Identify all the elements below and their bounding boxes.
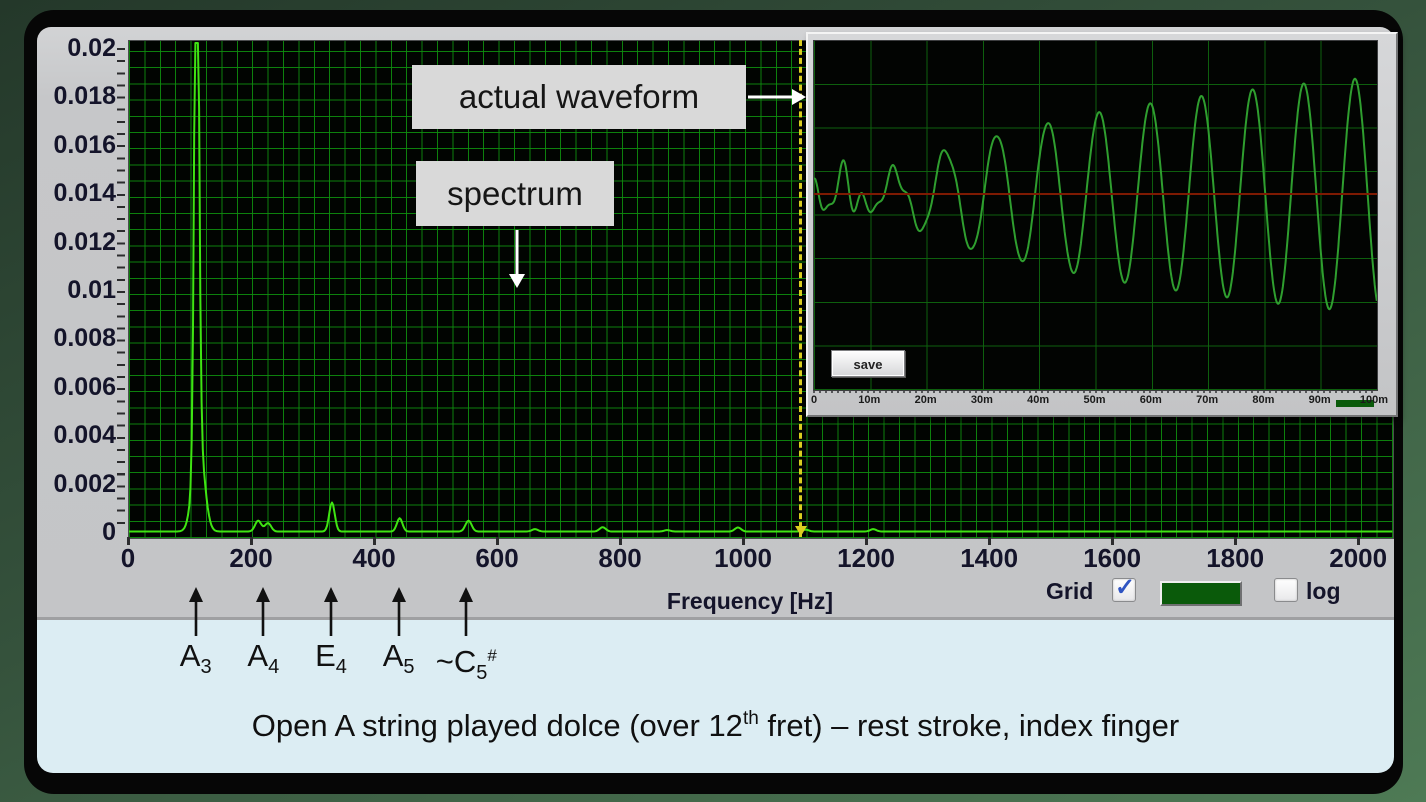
x-tick-mark: [127, 537, 130, 545]
x-tick-mark: [742, 537, 746, 545]
caption-text-2: fret) – rest stroke, index finger: [758, 708, 1180, 743]
waveform-trace: [813, 77, 1378, 311]
waveform-x-tick-label: 50m: [1083, 394, 1106, 406]
waveform-x-tick-label: 10m: [858, 394, 881, 406]
x-tick-mark: [496, 537, 500, 545]
harmonic-arrow-icon: [389, 586, 409, 643]
waveform-inset-window: save 0 10m 20m 30m 40m 50m 60m 70m 80m 90m 100m: [806, 32, 1398, 417]
y-tick-label: 0.02: [67, 34, 116, 62]
x-tick-mark: [988, 537, 992, 545]
x-tick-label: 600: [475, 543, 519, 573]
y-tick-label: 0.006: [53, 372, 116, 401]
harmonic-label: E4: [315, 638, 347, 678]
waveform-x-tick-label: 60m: [1139, 394, 1162, 406]
x-tick-label: 0: [120, 543, 136, 573]
callout-spectrum: spectrum: [416, 161, 614, 226]
x-tick-label: 1400: [960, 543, 1019, 573]
waveform-x-tick-label: 90m: [1308, 394, 1331, 406]
y-tick-label: 0.012: [53, 227, 116, 256]
x-tick-label: 800: [598, 543, 642, 573]
x-tick-mark: [1357, 537, 1361, 545]
y-tick-label: 0: [102, 518, 116, 546]
x-tick-mark: [250, 537, 254, 545]
zero-line: [814, 193, 1377, 195]
save-button[interactable]: save: [831, 350, 905, 377]
figure-caption: Open A string played dolce (over 12th fr…: [37, 708, 1394, 744]
grid-checkbox[interactable]: ✓: [1112, 574, 1136, 602]
plot-color-swatch[interactable]: [1160, 581, 1242, 606]
harmonic-label: A3: [179, 638, 212, 678]
harmonic-label: A4: [247, 638, 280, 678]
x-tick-mark: [373, 537, 377, 545]
waveform-x-tick-label: 40m: [1027, 394, 1050, 406]
x-tick-label: 1600: [1083, 543, 1142, 573]
x-tick-label: 400: [352, 543, 396, 573]
waveform-axis-ruler: [813, 391, 1376, 393]
waveform-plot: save: [813, 40, 1378, 391]
x-tick-mark: [619, 537, 623, 545]
spectrum-trace: [129, 42, 1393, 533]
x-tick-mark: [1234, 537, 1238, 545]
harmonic-label: A5: [382, 638, 415, 678]
x-tick-label: 1200: [837, 543, 896, 573]
caption-superscript: th: [742, 708, 759, 729]
y-tick-label: 0.014: [53, 179, 116, 208]
y-tick-label: 0.016: [53, 130, 116, 159]
plot-cursor-marker[interactable]: [791, 524, 811, 538]
x-tick-mark: [1111, 537, 1115, 545]
arrow-down-icon: [509, 230, 525, 288]
arrow-right-icon: [748, 89, 806, 105]
waveform-x-tick-label: 0: [811, 394, 818, 406]
plot-cursor-line[interactable]: [799, 40, 802, 537]
y-axis-minor-ticks: [117, 48, 125, 534]
waveform-x-tick-label: 20m: [914, 394, 937, 406]
x-tick-mark: [865, 537, 869, 545]
callout-actual-waveform: actual waveform: [412, 65, 746, 129]
y-tick-label: 0.008: [53, 324, 116, 353]
harmonic-arrow-icon: [456, 586, 476, 643]
y-tick-label: 0.018: [53, 82, 116, 111]
waveform-x-tick-label: 80m: [1252, 394, 1275, 406]
waveform-x-tick-label: 30m: [970, 394, 993, 406]
x-tick-label: 200: [229, 543, 273, 573]
y-tick-label: 0.01: [67, 276, 116, 304]
x-tick-label: 1800: [1206, 543, 1265, 573]
log-checkbox[interactable]: [1274, 578, 1298, 602]
x-tick-label: 1000: [714, 543, 772, 573]
harmonic-arrow-icon: [253, 586, 273, 643]
waveform-legend-swatch[interactable]: [1336, 400, 1374, 407]
waveform-x-tick-label: 100m: [1359, 394, 1388, 406]
caption-band: [37, 620, 1394, 773]
grid-checkbox-label: Grid: [1046, 578, 1094, 604]
harmonic-label: ~C5#: [435, 644, 497, 684]
grid-checkbox-checkmark-icon: ✓: [1115, 574, 1136, 601]
y-tick-label: 0.002: [53, 469, 116, 498]
y-tick-label: 0.004: [53, 421, 116, 450]
waveform-x-tick-label: 70m: [1196, 394, 1219, 406]
x-tick-label: 2000: [1329, 543, 1388, 573]
log-checkbox-label: log: [1306, 578, 1341, 604]
harmonic-arrow-icon: [321, 586, 341, 643]
harmonic-arrow-icon: [186, 586, 206, 643]
x-axis-title: Frequency [Hz]: [666, 588, 834, 614]
caption-text: Open A string played dolce (over 12: [251, 708, 743, 743]
